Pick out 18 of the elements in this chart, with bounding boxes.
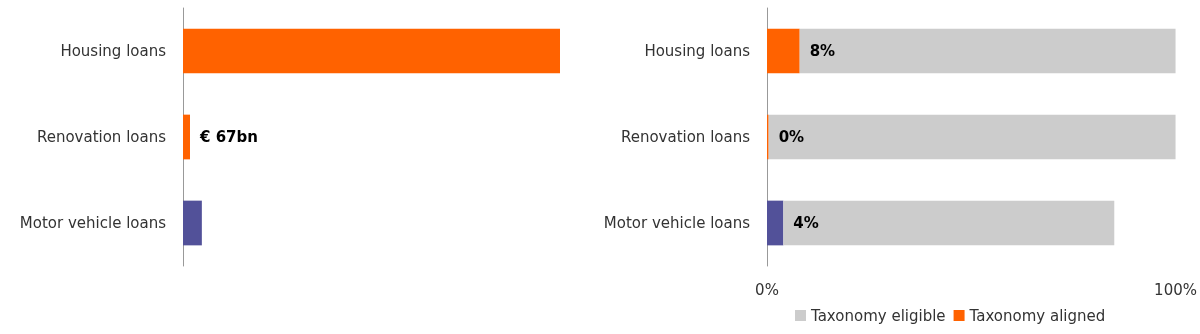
y-tick-label: Renovation loans: [36, 128, 167, 146]
data-label: 8%: [809, 42, 836, 60]
x-tick-label: 100%: [1154, 280, 1197, 299]
bar: [768, 114, 1176, 160]
y-tick-label: Renovation loans: [620, 128, 751, 146]
y-tick-label: Housing loans: [644, 42, 751, 60]
legend-label: Taxonomy aligned: [968, 306, 1106, 325]
y-tick-label: Motor vehicle loans: [603, 214, 751, 232]
data-label: 0%: [778, 128, 805, 146]
y-tick-label: Housing loans: [60, 42, 167, 60]
legend-label: Taxonomy eligible: [810, 306, 946, 325]
bar: [767, 28, 800, 74]
bar: [783, 200, 1115, 246]
bar: [799, 28, 1176, 74]
data-label: 4%: [793, 214, 819, 232]
y-tick-label: Motor vehicle loans: [19, 214, 167, 232]
bar: [767, 200, 784, 246]
data-label: € 67bn: [199, 128, 258, 146]
